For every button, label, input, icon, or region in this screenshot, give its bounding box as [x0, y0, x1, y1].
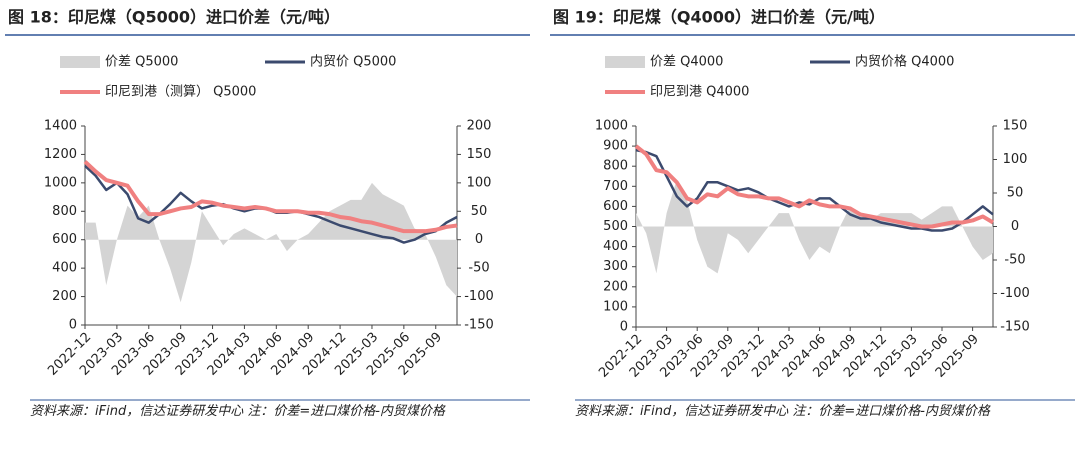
y-tick-label: 400	[603, 239, 628, 254]
y-tick-label: 100	[603, 299, 628, 314]
y2-tick-label: 0	[1011, 219, 1019, 234]
price-line	[634, 144, 995, 229]
spread-area	[85, 182, 457, 303]
y2-tick-label: -50	[1004, 253, 1025, 268]
y-tick-label: 300	[603, 259, 628, 274]
legend-label: 价差 Q4000	[650, 55, 723, 70]
y2-tick-label: 200	[467, 119, 492, 134]
legend-swatch	[605, 56, 645, 68]
y2-tick-label: 150	[467, 147, 492, 162]
legend-label: 价差 Q5000	[105, 55, 178, 70]
y-tick-label: 200	[603, 279, 628, 294]
y-tick-label: 1000	[44, 175, 77, 190]
y2-tick-label: 50	[471, 204, 488, 219]
y2-tick-label: -100	[464, 289, 494, 304]
y2-tick-label: -100	[1000, 286, 1030, 301]
y-tick-label: 900	[603, 139, 628, 154]
y2-tick-label: 150	[1003, 119, 1028, 134]
y2-tick-label: 100	[467, 175, 492, 190]
y2-tick-label: 0	[475, 232, 483, 247]
spread-area	[636, 179, 993, 274]
y-tick-label: 800	[603, 159, 628, 174]
chart-title: 图 18：印尼煤（Q5000）进口价差（元/吨）	[8, 8, 340, 27]
y-tick-label: 1200	[44, 147, 77, 162]
price-line	[83, 160, 458, 234]
y-tick-label: 0	[620, 320, 628, 335]
y2-tick-label: -50	[468, 261, 489, 276]
y-tick-label: 500	[603, 219, 628, 234]
y2-tick-label: -150	[464, 318, 494, 333]
legend-label: 内贸价 Q5000	[310, 54, 396, 70]
note-box: 资料来源：iFind，信达证券研发中心 注：价差=进口煤价格-内贸煤价格	[30, 404, 445, 419]
note: 资料来源：iFind，信达证券研发中心 注：价差=进口煤价格-内贸煤价格	[30, 404, 445, 419]
y2-tick-label: -150	[1000, 320, 1030, 335]
y2-tick-label: 100	[1003, 152, 1028, 167]
legend-swatch	[60, 56, 100, 68]
y-tick-label: 600	[603, 199, 628, 214]
y-tick-label: 700	[603, 179, 628, 194]
legend-label: 内贸价格 Q4000	[855, 54, 954, 70]
legend-label: 印尼到港 Q4000	[650, 85, 749, 100]
note: 资料来源：iFind，信达证券研发中心 注：价差=进口煤价格-内贸煤价格	[575, 404, 990, 419]
y-tick-label: 1400	[44, 119, 77, 134]
y2-tick-label: 50	[1007, 186, 1024, 201]
legend-label: 印尼到港（测算） Q5000	[105, 85, 256, 100]
y-tick-label: 400	[52, 261, 77, 276]
y-tick-label: 800	[52, 204, 77, 219]
y-tick-label: 0	[69, 318, 77, 333]
y-tick-label: 600	[52, 232, 77, 247]
y-tick-label: 1000	[595, 119, 628, 134]
chart-title: 图 19：印尼煤（Q4000）进口价差（元/吨）	[553, 8, 885, 27]
note-box: 资料来源：iFind，信达证券研发中心 注：价差=进口煤价格-内贸煤价格	[575, 404, 990, 419]
y-tick-label: 200	[52, 289, 77, 304]
